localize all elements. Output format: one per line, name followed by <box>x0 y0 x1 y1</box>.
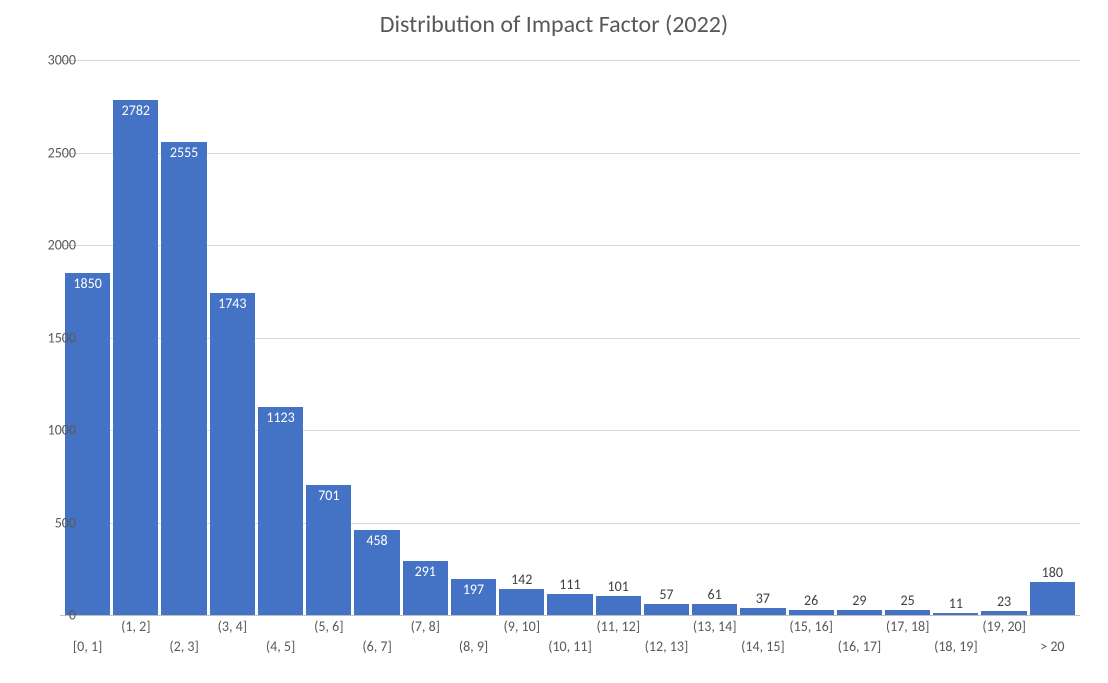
bar-value-label: 101 <box>608 578 629 595</box>
y-tick-label: 2500 <box>26 144 76 161</box>
bar-wrapper: 37 <box>740 608 785 615</box>
bar: 458 <box>354 530 399 615</box>
x-tick-label: (4, 5] <box>266 638 295 655</box>
bar-value-label: 1123 <box>266 409 294 426</box>
bar-wrapper: 197 <box>451 579 496 615</box>
bar-value-label: 57 <box>659 586 673 603</box>
bar: 142 <box>499 589 544 615</box>
x-tick-label: (14, 15] <box>741 638 785 655</box>
bar-value-label: 26 <box>804 592 818 609</box>
bar-wrapper: 2555 <box>161 142 206 615</box>
x-tick-label: (16, 17] <box>838 638 882 655</box>
bar-wrapper: 180 <box>1030 582 1075 615</box>
x-tick-label: (17, 18] <box>886 618 930 635</box>
x-tick-label: (11, 12] <box>596 618 640 635</box>
bar-wrapper: 1743 <box>210 293 255 615</box>
bar-wrapper: 458 <box>354 530 399 615</box>
bar: 701 <box>306 485 351 615</box>
x-tick-label: (13, 14] <box>693 618 737 635</box>
bar-value-label: 197 <box>463 581 484 598</box>
x-tick-label: (12, 13] <box>645 638 689 655</box>
bar-value-label: 291 <box>415 563 436 580</box>
x-tick-label: > 20 <box>1040 638 1064 655</box>
x-axis: [0, 1] (1, 2] (2, 3] (3, 4] (4, 5] (5, 6] (6, … <box>60 618 1080 668</box>
x-tick-label: (2, 3] <box>169 638 198 655</box>
bar: 37 <box>740 608 785 615</box>
bar-value-label: 11 <box>949 595 963 612</box>
x-tick-label: (10, 11] <box>548 638 592 655</box>
x-tick-label: (5, 6] <box>314 618 343 635</box>
bar: 61 <box>692 604 737 615</box>
bar-value-label: 701 <box>318 487 339 504</box>
x-tick-label: (8, 9] <box>459 638 488 655</box>
bar-value-label: 180 <box>1042 564 1063 581</box>
bar-wrapper: 61 <box>692 604 737 615</box>
x-tick-label: (18, 19] <box>934 638 978 655</box>
bar: 111 <box>547 594 592 615</box>
bar: 1850 <box>65 273 110 615</box>
bar-wrapper: 57 <box>644 604 689 615</box>
bar: 1123 <box>258 407 303 615</box>
x-axis-line <box>60 615 1080 616</box>
bar-value-label: 29 <box>852 592 866 609</box>
bar: 197 <box>451 579 496 615</box>
bar-value-label: 37 <box>756 590 770 607</box>
y-tick-label: 3000 <box>26 52 76 69</box>
x-tick-label: (1, 2] <box>121 618 150 635</box>
x-tick-label: (7, 8] <box>411 618 440 635</box>
x-tick-label: (3, 4] <box>218 618 247 635</box>
bar: 57 <box>644 604 689 615</box>
x-tick-label: [0, 1] <box>73 638 102 655</box>
bar: 101 <box>596 596 641 615</box>
bar-wrapper: 2782 <box>113 100 158 615</box>
y-tick-label: 1500 <box>26 329 76 346</box>
bar: 291 <box>403 561 448 615</box>
bar: 180 <box>1030 582 1075 615</box>
bar-value-label: 1743 <box>218 295 246 312</box>
bar-value-label: 2782 <box>122 102 150 119</box>
bars-area: 1850278225551743112370145829119714211110… <box>60 60 1080 615</box>
y-tick-label: 2000 <box>26 237 76 254</box>
chart-title: Distribution of Impact Factor (2022) <box>0 0 1108 39</box>
bar-wrapper: 142 <box>499 589 544 615</box>
bar-wrapper: 1850 <box>65 273 110 615</box>
bar: 2555 <box>161 142 206 615</box>
bar-value-label: 2555 <box>170 144 198 161</box>
bar: 2782 <box>113 100 158 615</box>
x-tick-label: (6, 7] <box>362 638 391 655</box>
bar-wrapper: 111 <box>547 594 592 615</box>
bar-value-label: 111 <box>559 576 580 593</box>
bar-value-label: 1850 <box>73 275 101 292</box>
y-tick-label: 1000 <box>26 422 76 439</box>
bar-value-label: 142 <box>511 571 532 588</box>
bar-value-label: 23 <box>997 593 1011 610</box>
bar-wrapper: 291 <box>403 561 448 615</box>
bar-value-label: 458 <box>366 532 387 549</box>
plot-area: 1850278225551743112370145829119714211110… <box>60 60 1080 615</box>
bar-value-label: 25 <box>900 592 914 609</box>
x-tick-label: (15, 16] <box>789 618 833 635</box>
y-tick-label: 500 <box>26 514 76 531</box>
bar-wrapper: 1123 <box>258 407 303 615</box>
chart-container: Distribution of Impact Factor (2022) 185… <box>0 0 1108 683</box>
bar-value-label: 61 <box>708 586 722 603</box>
bar-wrapper: 101 <box>596 596 641 615</box>
x-tick-label: (9, 10] <box>504 618 540 635</box>
x-tick-label: (19, 20] <box>982 618 1026 635</box>
bar: 1743 <box>210 293 255 615</box>
bar-wrapper: 701 <box>306 485 351 615</box>
